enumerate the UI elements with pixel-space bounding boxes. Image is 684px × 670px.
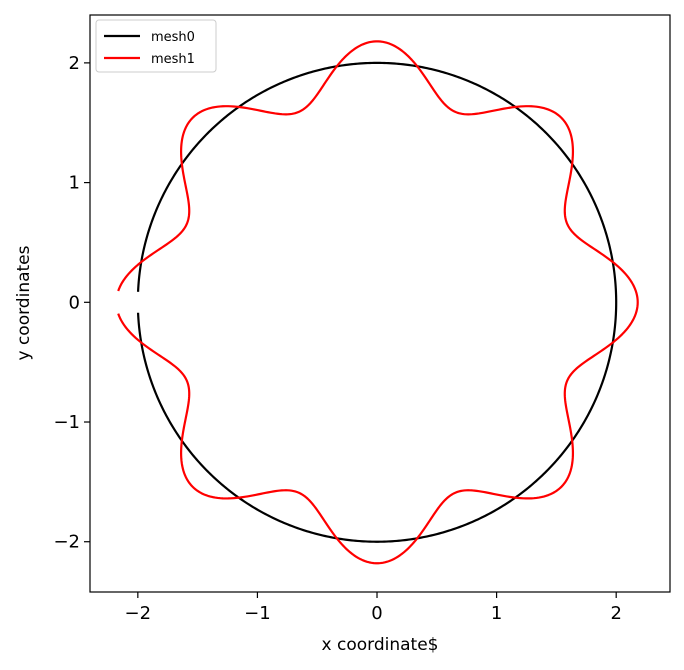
x-tick-label: 0 — [371, 603, 382, 624]
y-tick-label: 0 — [69, 292, 80, 313]
y-tick-label: 2 — [69, 53, 80, 74]
y-axis-label: y coordinates — [14, 245, 34, 360]
y-axis-ticks: −2 −1 0 1 2 — [53, 53, 90, 553]
y-tick-label: 1 — [69, 173, 80, 194]
y-tick-label: −2 — [53, 532, 80, 553]
plot-frame — [89, 14, 671, 593]
series-line-mesh0 — [136, 61, 618, 543]
series-line-mesh1 — [117, 40, 639, 565]
x-tick-label: 2 — [610, 603, 621, 624]
x-tick-label: −1 — [244, 603, 271, 624]
legend-label-mesh1: mesh1 — [151, 52, 195, 67]
legend-label-mesh0: mesh0 — [151, 30, 195, 45]
x-axis-ticks: −2 −1 0 1 2 — [125, 592, 622, 624]
series-layer — [117, 40, 639, 565]
x-tick-label: 1 — [491, 603, 502, 624]
x-tick-label: −2 — [125, 603, 152, 624]
y-tick-label: −1 — [53, 412, 80, 433]
x-axis-label: x coordinate$ — [322, 635, 439, 655]
legend: mesh0 mesh1 — [95, 19, 217, 73]
